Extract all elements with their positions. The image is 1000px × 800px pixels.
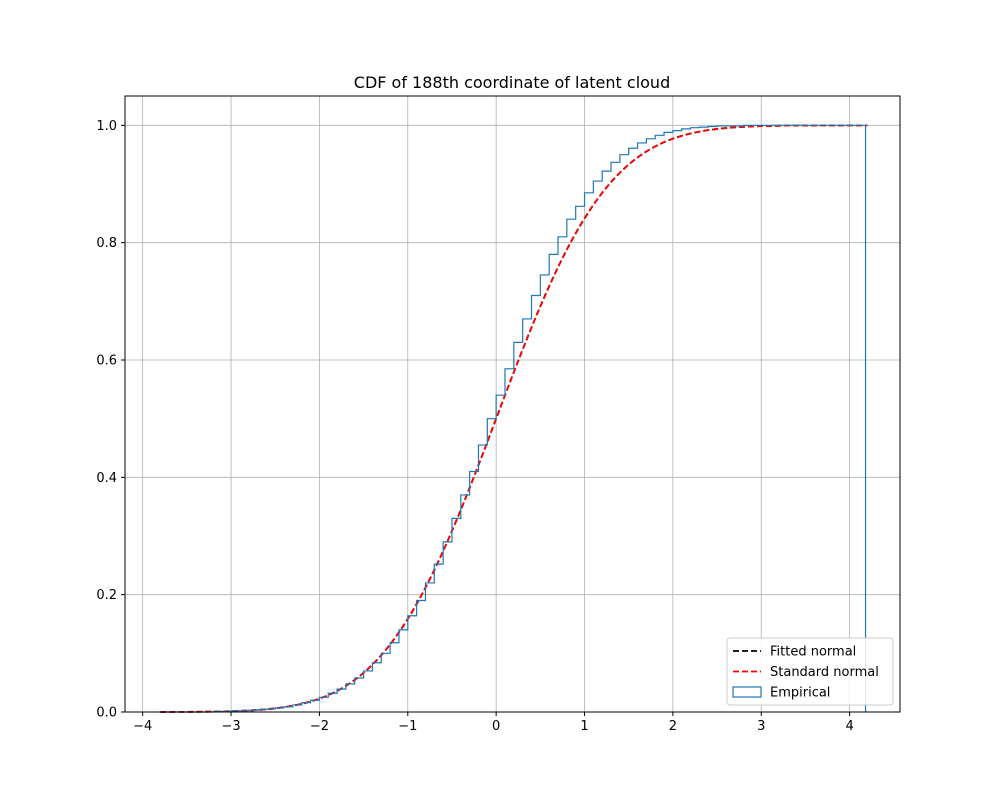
y-tick-label: 0.4 [96, 471, 117, 486]
x-tick-label: −2 [310, 719, 329, 734]
legend-box [726, 637, 894, 706]
y-axis-ticks: 0.0 0.2 0.4 0.6 0.8 1.0 [96, 119, 125, 721]
x-tick-label: 2 [669, 719, 677, 734]
y-tick-label: 0.8 [96, 236, 117, 251]
x-tick-label: −4 [133, 719, 152, 734]
x-tick-label: 1 [580, 719, 588, 734]
chart-title: CDF of 188th coordinate of latent cloud [354, 73, 670, 92]
series-group [160, 124, 868, 713]
x-tick-label: −1 [398, 719, 417, 734]
legend-label-fitted-normal: Fitted normal [770, 645, 856, 660]
x-tick-label: 3 [757, 719, 765, 734]
y-tick-label: 1.0 [96, 119, 117, 134]
series-empirical [160, 124, 867, 713]
legend-swatch-empirical [732, 686, 762, 698]
y-tick-label: 0.0 [96, 706, 117, 721]
y-tick-label: 0.2 [96, 588, 117, 603]
x-tick-label: 4 [845, 719, 853, 734]
x-axis-ticks: −4 −3 −2 −1 0 1 2 3 4 [133, 712, 854, 734]
legend: Fitted normal Standard normal Empirical [726, 637, 894, 706]
x-tick-label: −3 [221, 719, 240, 734]
y-tick-label: 0.6 [96, 354, 117, 369]
legend-label-standard-normal: Standard normal [770, 665, 879, 680]
legend-label-empirical: Empirical [770, 686, 830, 701]
x-tick-label: 0 [492, 719, 500, 734]
plot-frame [124, 95, 901, 713]
